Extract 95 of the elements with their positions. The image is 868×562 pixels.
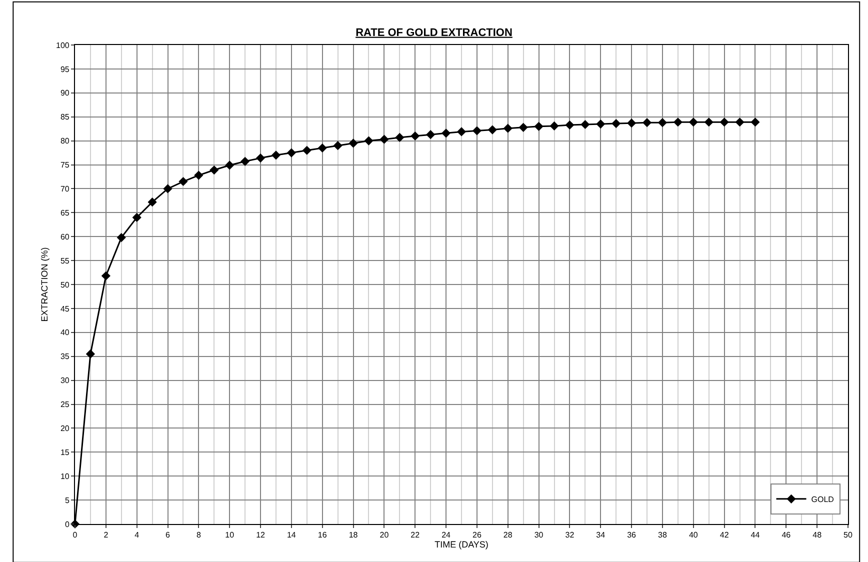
x-tick-label: 36 — [627, 530, 637, 540]
point — [302, 146, 312, 155]
point — [348, 138, 358, 148]
point — [472, 126, 482, 136]
point — [364, 136, 374, 146]
x-tick-label: 6 — [166, 530, 171, 540]
point — [426, 130, 436, 140]
chart-title: RATE OF GOLD EXTRACTION — [356, 26, 512, 39]
y-tick-label: 20 — [60, 424, 70, 433]
point — [688, 118, 698, 127]
point — [286, 148, 296, 158]
point — [673, 118, 682, 127]
x-tick-label: 18 — [348, 530, 358, 540]
point — [456, 127, 466, 136]
y-tick-label: 35 — [60, 352, 70, 362]
x-tick-label: 50 — [844, 530, 853, 540]
point — [86, 349, 96, 359]
x-tick-label: 24 — [442, 530, 452, 540]
point — [658, 118, 668, 128]
x-tick-label: 44 — [750, 530, 760, 540]
y-tick-label: 15 — [60, 448, 70, 457]
x-tick-label: 10 — [225, 530, 235, 540]
y-tick-label: 90 — [60, 88, 70, 98]
y-tick-label: 70 — [60, 184, 70, 194]
y-tick-label: 95 — [60, 64, 70, 74]
point — [163, 184, 172, 194]
y-tick-label: 25 — [60, 400, 70, 410]
point — [627, 118, 636, 128]
y-tick-label: 10 — [60, 472, 70, 481]
point — [256, 153, 266, 163]
point — [148, 198, 157, 207]
point — [333, 141, 342, 150]
x-tick-label: 40 — [688, 530, 698, 540]
x-tick-label: 32 — [565, 530, 575, 540]
point — [132, 212, 142, 222]
x-tick-label: 26 — [472, 530, 482, 540]
legend-label: GOLD — [811, 495, 834, 504]
point — [735, 118, 744, 127]
x-tick-label: 12 — [256, 530, 266, 540]
point — [410, 131, 420, 141]
point — [750, 118, 760, 127]
y-tick-label: 0 — [64, 520, 70, 529]
point — [271, 150, 281, 160]
point — [101, 271, 110, 280]
point — [534, 122, 544, 131]
point — [240, 156, 250, 166]
point — [380, 134, 389, 144]
point — [704, 118, 714, 127]
y-tick-label: 60 — [60, 232, 70, 242]
x-tick-label: 16 — [318, 530, 328, 540]
x-tick-label: 38 — [658, 530, 668, 540]
point — [210, 165, 219, 175]
y-tick-label: 100 — [56, 40, 70, 50]
point — [116, 233, 126, 242]
point — [720, 118, 729, 127]
x-tick-label: 4 — [134, 530, 140, 540]
y-tick-label: 30 — [60, 376, 70, 386]
y-tick-label: 45 — [60, 304, 70, 314]
y-tick-label: 50 — [60, 280, 70, 290]
x-tick-label: 30 — [534, 530, 544, 540]
x-tick-label: 46 — [782, 530, 792, 540]
y-tick-label: 65 — [60, 208, 70, 218]
x-axis-title: TIME (DAYS) — [434, 540, 488, 550]
x-tick-label: 48 — [812, 530, 822, 540]
x-tick-label: 42 — [720, 530, 730, 540]
point — [178, 176, 188, 186]
x-tick-label: 20 — [380, 530, 390, 540]
y-tick-label: 75 — [60, 160, 70, 170]
point — [395, 132, 404, 142]
point — [488, 125, 497, 134]
y-tick-label: 55 — [60, 256, 70, 266]
point — [642, 118, 652, 128]
point — [503, 124, 512, 133]
x-tick-label: 8 — [196, 530, 202, 540]
point — [596, 119, 606, 129]
point — [194, 170, 204, 180]
point — [550, 121, 559, 130]
y-tick-label: 80 — [60, 136, 70, 146]
point — [565, 120, 574, 130]
y-tick-label: 40 — [60, 328, 70, 338]
x-tick-label: 28 — [503, 530, 513, 540]
x-tick-label: 2 — [104, 530, 109, 540]
point — [225, 160, 234, 170]
point — [318, 143, 327, 153]
x-tick-label: 34 — [596, 530, 606, 540]
x-tick-label: 0 — [72, 530, 78, 540]
y-axis-title: EXTRACTION (%) — [39, 247, 50, 322]
x-tick-label: 14 — [286, 530, 296, 540]
point — [580, 120, 590, 130]
y-tick-label: 85 — [60, 112, 70, 122]
point — [441, 128, 451, 138]
point — [518, 122, 528, 132]
y-tick-label: 5 — [64, 496, 70, 505]
point — [612, 119, 621, 128]
x-tick-label: 22 — [410, 530, 420, 540]
